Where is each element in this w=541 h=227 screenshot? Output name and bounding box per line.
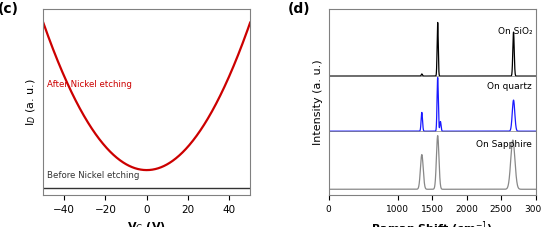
Text: On quartz: On quartz [487,82,532,91]
Text: (c): (c) [0,2,19,16]
X-axis label: Raman Shift (cm$^{-1}$): Raman Shift (cm$^{-1}$) [371,220,493,227]
Y-axis label: I$_D$ (a. u.): I$_D$ (a. u.) [24,78,38,126]
X-axis label: V$_G$ (V): V$_G$ (V) [127,220,166,227]
Text: After Nickel etching: After Nickel etching [48,80,133,89]
Text: (d): (d) [287,2,310,16]
Y-axis label: Intensity (a. u.): Intensity (a. u.) [313,59,323,145]
Text: On Sapphire: On Sapphire [476,140,532,149]
Text: Before Nickel etching: Before Nickel etching [48,171,140,180]
Text: On SiO₂: On SiO₂ [498,27,532,36]
